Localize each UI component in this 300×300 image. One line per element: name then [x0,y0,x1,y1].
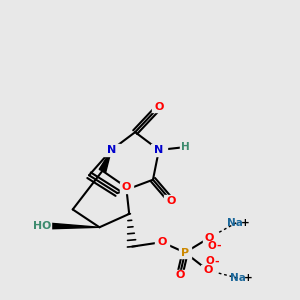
Text: HO: HO [33,221,51,231]
Text: -: - [216,241,221,251]
Text: P: P [181,248,189,257]
Text: O: O [154,102,164,112]
Polygon shape [41,223,100,229]
Bar [179,247,191,258]
Bar [155,237,169,248]
Bar [34,220,51,231]
Text: O: O [205,256,214,266]
Bar [119,182,133,193]
Bar [164,195,178,206]
Text: O: O [205,233,214,243]
Text: Na: Na [230,273,246,284]
Bar [151,144,167,156]
Text: -: - [214,256,219,266]
Text: +: + [244,273,253,284]
Text: O: O [203,266,213,275]
Bar [103,144,119,156]
Text: O: O [122,182,131,192]
Bar [201,265,214,276]
Text: +: + [241,218,250,228]
Bar [173,270,186,281]
Polygon shape [99,150,111,172]
Bar [152,102,166,112]
Text: Na: Na [227,218,243,228]
Text: O: O [157,237,167,247]
Text: H: H [181,142,190,152]
Bar [203,232,216,243]
Text: N: N [154,145,164,155]
Text: O: O [166,196,176,206]
Bar [180,142,192,152]
Text: O: O [175,270,184,280]
Text: O: O [207,241,216,251]
Text: N: N [107,145,116,155]
